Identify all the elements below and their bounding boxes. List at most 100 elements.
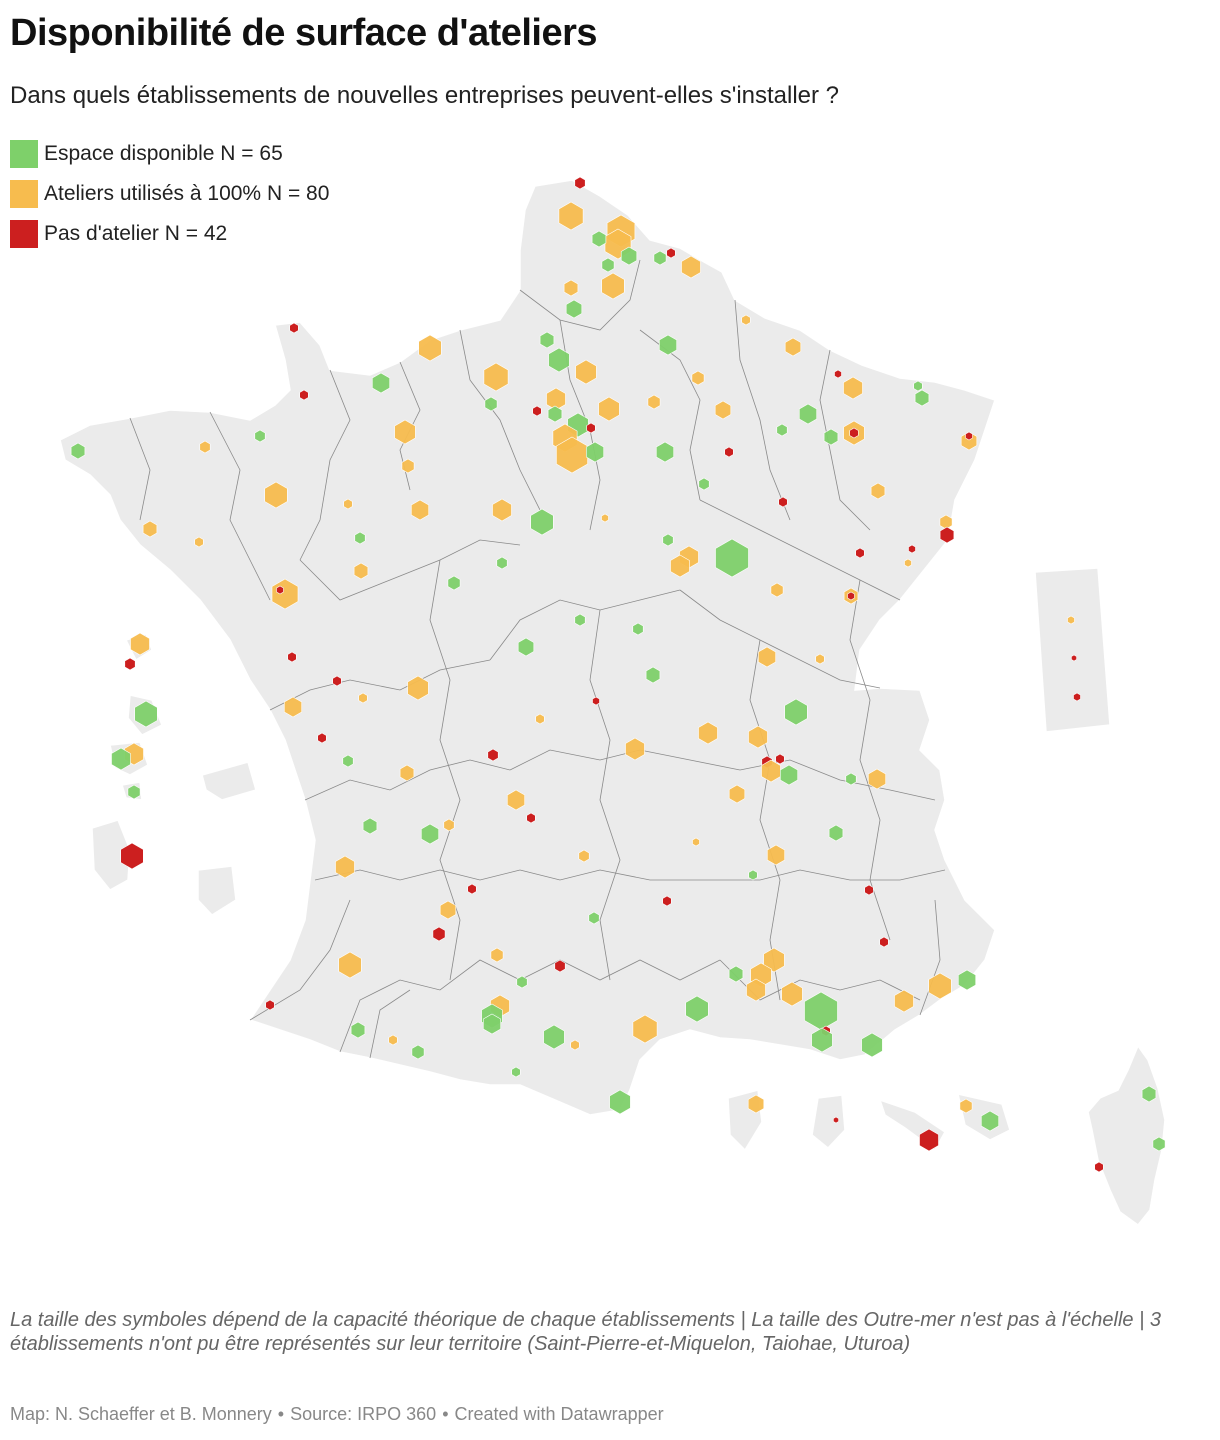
chart-subtitle: Dans quels établissements de nouvelles e… [10,82,840,109]
establishment-marker-available [620,246,638,266]
establishment-marker-none [1071,654,1077,662]
establishment-marker-none [574,176,586,190]
establishment-marker-full [632,1014,658,1044]
establishment-marker-full [728,784,746,804]
establishment-marker-none [487,748,499,762]
departement-border [589,609,621,981]
establishment-marker-available [958,969,976,991]
establishment-marker-full [558,201,584,231]
corsica [1087,1044,1166,1227]
establishment-marker-none [289,322,299,334]
island-small [197,865,237,916]
establishment-marker-none [833,1116,839,1124]
establishment-marker-available [586,441,604,463]
establishment-marker-full [358,692,368,704]
establishment-marker-none [778,496,788,508]
establishment-marker-available [799,403,817,425]
establishment-marker-available [662,533,674,547]
establishment-marker-available [632,622,644,636]
establishment-marker-full [843,376,863,400]
establishment-marker-available [547,405,563,423]
departement-border [269,659,491,711]
establishment-marker-available [659,334,677,356]
establishment-marker-full [870,482,886,500]
establishment-marker-available [1152,1136,1166,1152]
establishment-marker-full [399,764,415,782]
establishment-marker-full [507,789,525,811]
establishment-marker-full [741,314,751,326]
credit-source: Source: IRPO 360 [290,1404,437,1424]
establishment-marker-full [407,675,429,701]
establishment-marker-available [728,965,744,983]
establishment-marker-none [847,591,855,601]
establishment-marker-available [372,372,390,394]
departement-borders [129,259,946,1059]
establishment-marker-available [780,764,798,786]
establishment-marker-full [578,849,590,863]
establishment-marker-none [1073,692,1081,702]
establishment-marker-full [758,646,776,668]
establishment-marker-available [861,1032,883,1058]
legend: Espace disponible N = 65 Ateliers utilis… [10,134,329,254]
establishment-marker-available [565,299,583,319]
establishment-marker-none [965,431,973,441]
departement-border [919,899,941,1016]
establishment-marker-full [411,499,429,521]
legend-item-available: Espace disponible N = 65 [10,134,329,174]
establishment-marker-full [343,498,353,510]
establishment-marker-available [811,1027,833,1053]
establishment-marker-full [570,1039,580,1051]
establishment-marker-full [401,458,415,474]
establishment-marker-none [332,675,342,687]
establishment-marker-available [784,698,808,726]
legend-item-none: Pas d'atelier N = 42 [10,214,329,254]
establishment-marker-none [834,369,842,379]
establishment-marker-available [496,556,508,570]
establishment-marker-available [645,666,661,684]
legend-swatch-full [10,180,38,208]
establishment-marker-full [199,440,211,454]
establishment-marker-full [698,721,718,745]
establishment-marker-full [647,394,661,410]
establishment-marker-available [342,754,354,768]
establishment-marker-available [653,250,667,266]
establishment-marker-full [894,989,914,1013]
inset-overseas-east [1034,567,1111,733]
establishment-marker-available [748,869,758,881]
establishment-marker-none [849,427,859,439]
establishment-marker-full [271,578,299,610]
departement-border [249,899,351,1021]
establishment-marker-full [748,725,768,749]
establishment-marker-available [588,911,600,925]
establishment-marker-full [960,431,978,451]
establishment-marker-none [666,247,676,259]
establishment-marker-none [317,732,327,744]
establishment-marker-none [432,926,446,942]
establishment-marker-none [724,446,734,458]
departement-border [509,749,741,771]
establishment-marker-none [120,842,144,870]
establishment-marker-full [130,632,150,656]
establishment-marker-available [111,747,131,771]
establishment-marker-available [411,1044,425,1060]
establishment-marker-available [511,1066,521,1078]
establishment-marker-available [828,824,844,842]
establishment-marker-available [543,1024,565,1050]
establishment-marker-none [919,1128,939,1152]
establishment-marker-available [127,784,141,800]
establishment-marker-available [530,508,554,536]
establishment-marker-available [134,700,158,728]
legend-label-none: Pas d'atelier N = 42 [44,222,228,245]
establishment-marker-none [586,422,596,434]
establishment-marker-available [362,817,378,835]
credit-separator: • [442,1404,449,1424]
establishment-marker-available [539,331,555,349]
establishment-marker-none [864,884,874,896]
establishment-marker-available [354,531,366,545]
establishment-marker-full [338,951,362,979]
establishment-marker-full [746,978,766,1002]
establishment-marker-available [591,230,607,248]
establishment-marker-full [670,554,690,578]
establishment-marker-available [601,257,615,273]
